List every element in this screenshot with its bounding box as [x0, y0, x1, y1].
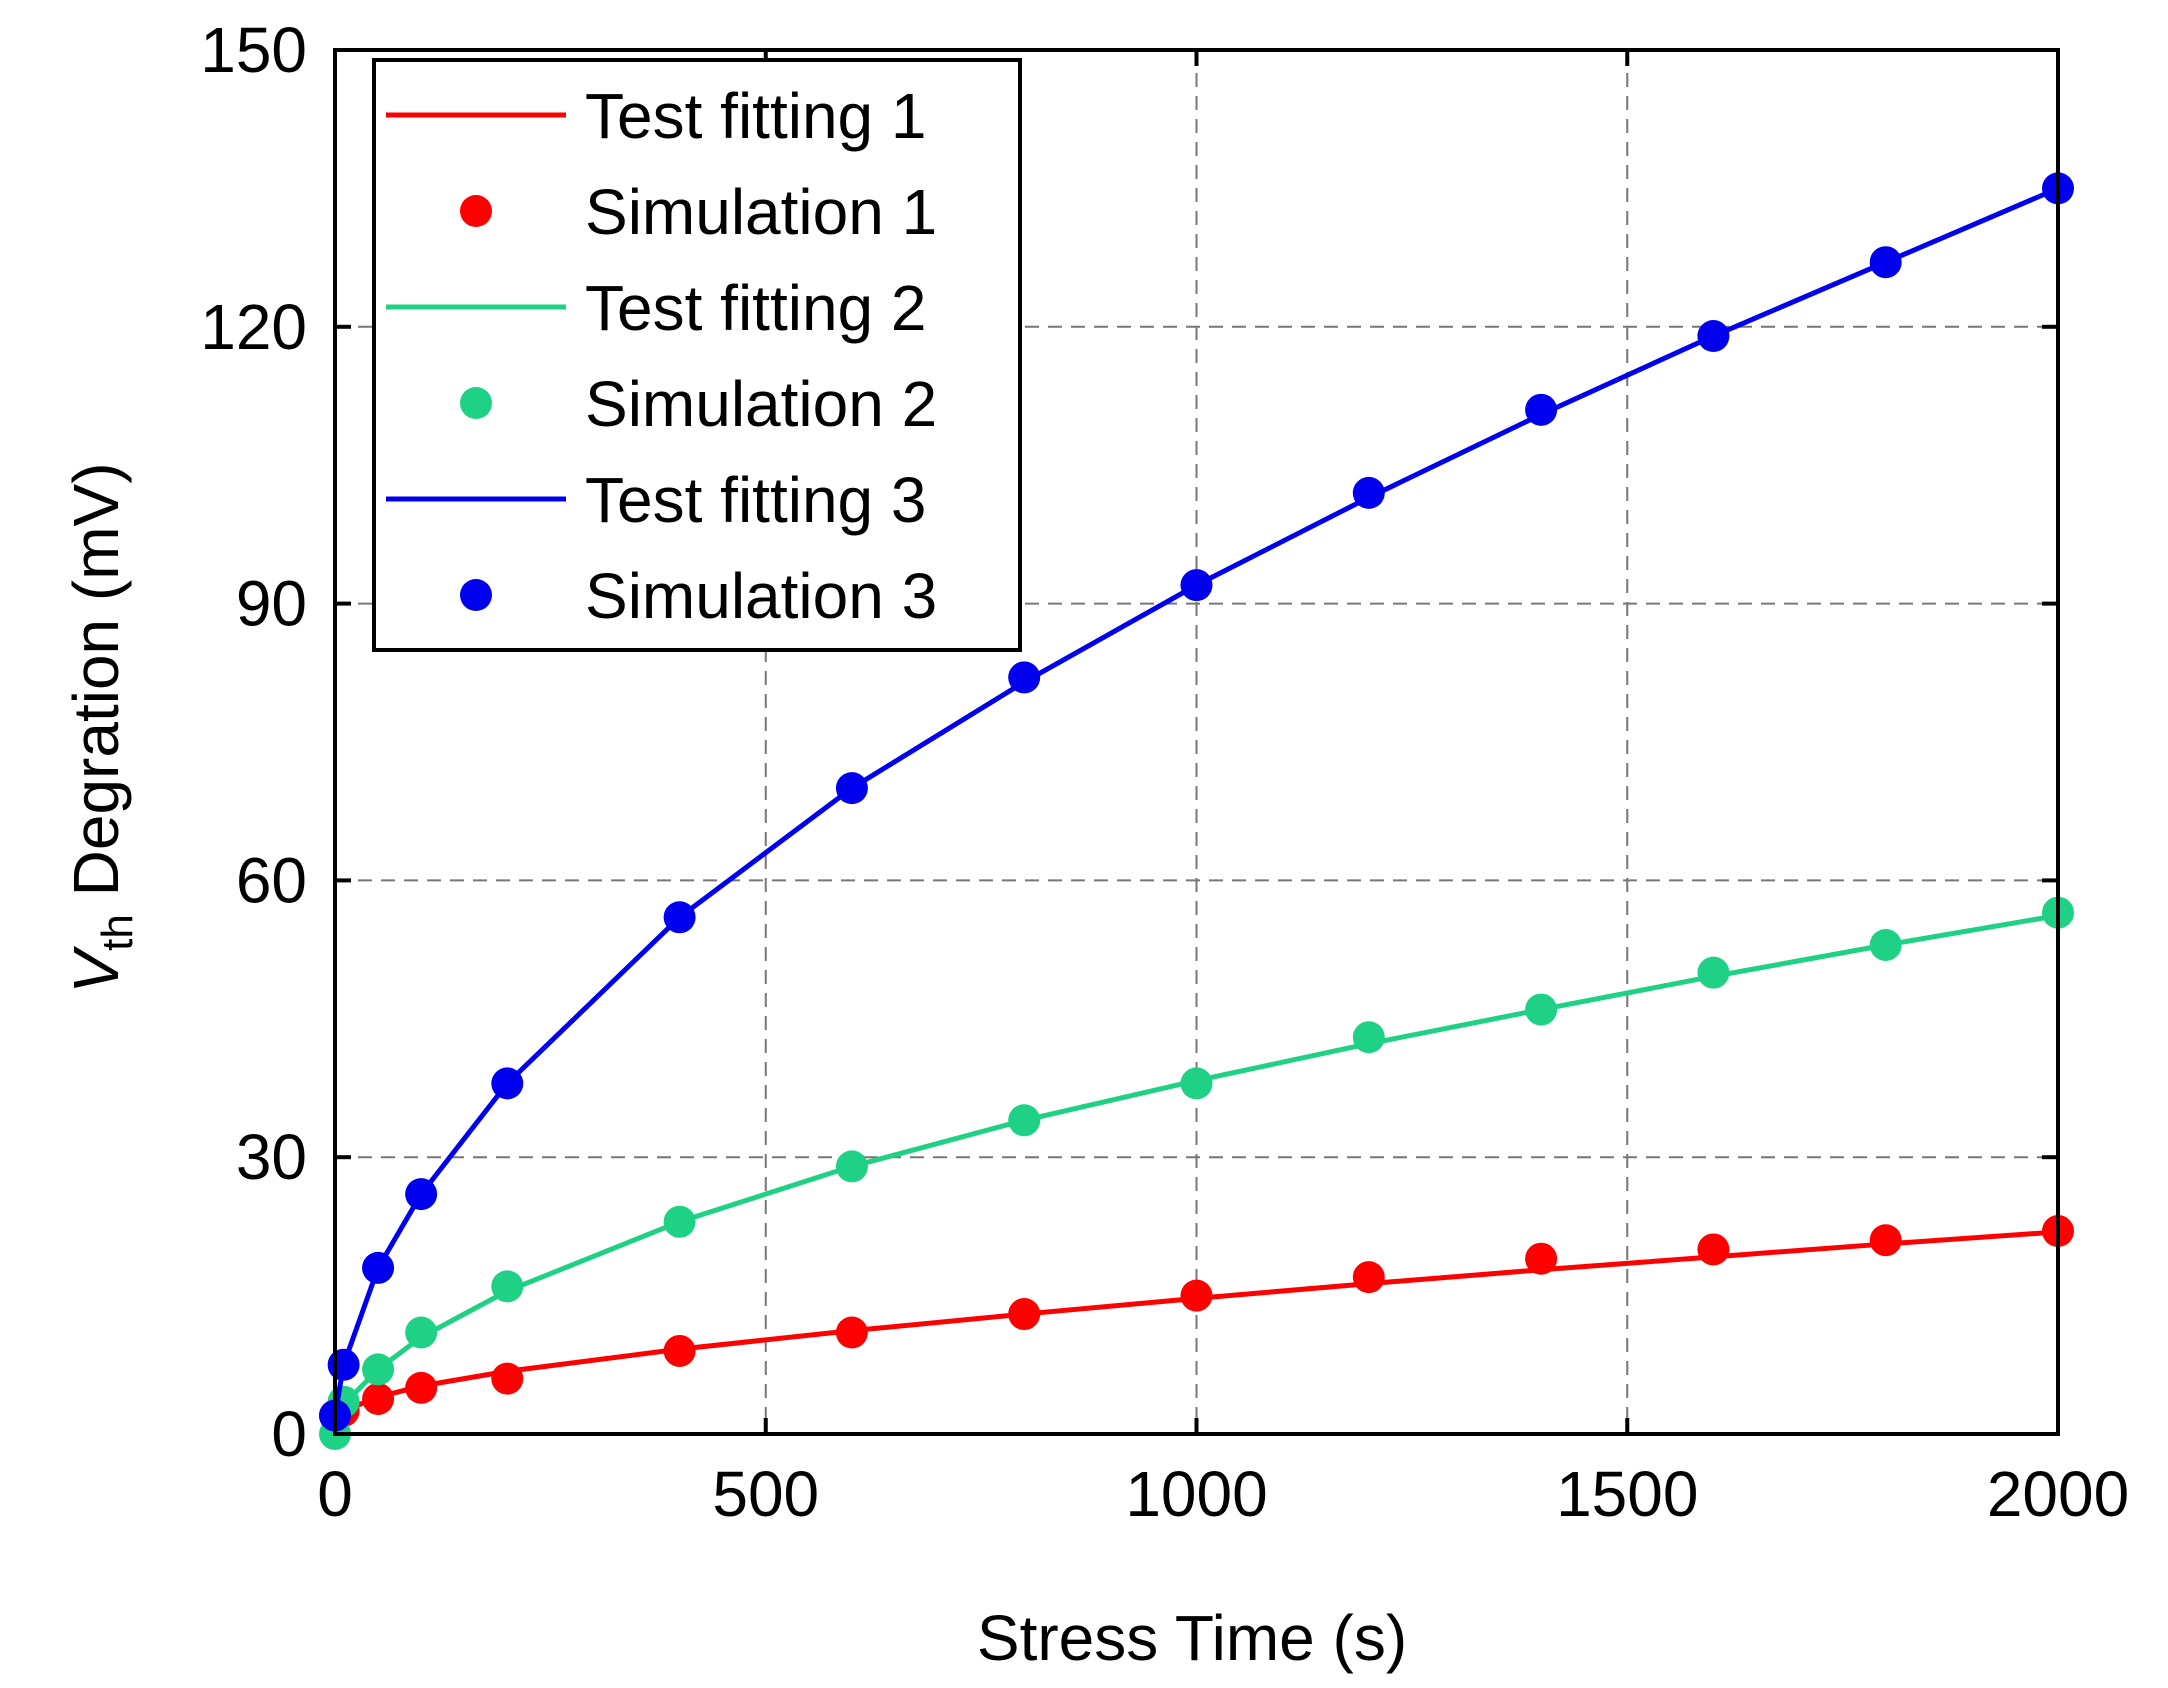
sim-point-1	[663, 1334, 696, 1367]
y-tick-label: 30	[236, 1121, 307, 1193]
x-axis-title: Stress Time (s)	[977, 1602, 1407, 1674]
sim-point-2	[663, 1205, 696, 1238]
y-axis-title-rest: Degration (mV)	[60, 462, 132, 914]
legend-box	[372, 58, 1022, 652]
sim-point-2	[1352, 1021, 1385, 1054]
x-tick-label: 0	[317, 1458, 353, 1530]
sim-point-1	[405, 1371, 438, 1404]
sim-point-3	[362, 1251, 395, 1284]
sim-point-3	[1180, 569, 1213, 602]
sim-point-3	[663, 901, 696, 934]
sim-point-1	[1697, 1233, 1730, 1266]
x-tick-label: 1500	[1556, 1458, 1698, 1530]
sim-point-3	[327, 1348, 360, 1381]
x-tick-label: 500	[712, 1458, 819, 1530]
legend-sim-label-3: Simulation 3	[585, 560, 937, 632]
sim-point-1	[362, 1382, 395, 1415]
sim-point-2	[362, 1353, 395, 1386]
y-axis-title-variable: V	[60, 946, 132, 994]
sim-point-1	[1525, 1242, 1558, 1275]
sim-point-2	[1180, 1067, 1213, 1100]
sim-point-1	[1180, 1279, 1213, 1312]
sim-point-2	[1697, 956, 1730, 989]
legend: Test fitting 1 Simulation 1 Test fitting 2…	[372, 58, 1022, 652]
sim-point-2	[491, 1270, 524, 1303]
legend-items: Test fitting 1 Simulation 1 Test fitting 2…	[386, 80, 937, 632]
sim-point-1	[491, 1362, 524, 1395]
sim-point-2	[1008, 1104, 1041, 1137]
legend-sim-label-2: Simulation 2	[585, 368, 937, 440]
y-tick-label: 150	[200, 14, 307, 86]
sim-point-3	[491, 1067, 524, 1100]
sim-point-3	[1869, 246, 1902, 279]
legend-sim-swatch-1	[460, 195, 492, 227]
axis-ticks: 0 500 1000 1500 2000 0 30 60 90 120 150	[200, 14, 2129, 1530]
sim-point-1	[835, 1316, 868, 1349]
y-axis-title: Vth Degration (mV)	[60, 462, 142, 993]
y-axis-title-subscript: th	[93, 914, 142, 951]
sim-point-2	[835, 1150, 868, 1183]
sim-point-1	[1008, 1298, 1041, 1331]
legend-sim-swatch-3	[460, 579, 492, 611]
legend-fit-label-2: Test fitting 2	[585, 272, 927, 344]
legend-sim-swatch-2	[460, 387, 492, 419]
y-tick-label: 60	[236, 844, 307, 916]
sim-point-3	[1697, 320, 1730, 353]
sim-point-3	[1525, 393, 1558, 426]
legend-fit-label-1: Test fitting 1	[585, 80, 927, 152]
sim-point-3	[835, 772, 868, 805]
sim-point-3	[1008, 661, 1041, 694]
sim-point-2	[405, 1316, 438, 1349]
x-tick-label: 1000	[1125, 1458, 1267, 1530]
y-tick-label: 120	[200, 291, 307, 363]
legend-fit-label-3: Test fitting 3	[585, 464, 927, 536]
sim-point-3	[405, 1178, 438, 1211]
sim-point-1	[1352, 1261, 1385, 1294]
sim-point-3	[1352, 476, 1385, 509]
legend-sim-label-1: Simulation 1	[585, 176, 937, 248]
x-tick-label: 2000	[1987, 1458, 2129, 1530]
sim-point-2	[1525, 993, 1558, 1026]
y-tick-label: 0	[271, 1398, 307, 1470]
sim-point-2	[1869, 928, 1902, 961]
y-tick-label: 90	[236, 568, 307, 640]
sim-point-1	[1869, 1224, 1902, 1257]
